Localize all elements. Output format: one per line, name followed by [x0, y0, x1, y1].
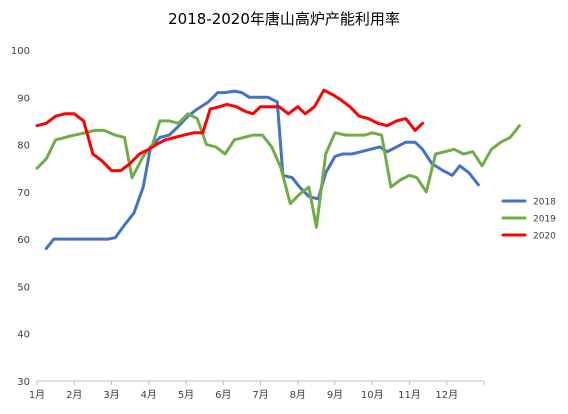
chart-title: 2018-2020年唐山高炉产能利用率 [168, 10, 400, 28]
x-tick-label: 9月 [327, 389, 343, 401]
axes-layer: 30 40 50 60 70 80 90 100 1月 2月 3月 4月 5月 6月 7月 8月 9月 10月 11… [11, 46, 485, 401]
y-tick-label: 50 [17, 282, 30, 293]
y-tick-label: 100 [11, 46, 30, 57]
y-tick-label: 60 [17, 235, 30, 246]
y-tick-label: 70 [17, 188, 30, 199]
x-tick-label: 10月 [361, 389, 384, 401]
x-tick-label: 7月 [252, 389, 268, 401]
series-line-2020 [35, 88, 424, 173]
y-tick-label: 40 [17, 330, 30, 341]
series-layer [35, 88, 521, 251]
x-tick-label: 3月 [103, 389, 119, 401]
legend-label-2018: 2018 [533, 198, 556, 208]
x-tick-label: 11月 [398, 389, 421, 401]
x-tick-label: 2月 [66, 389, 82, 401]
series-line-2019 [35, 112, 521, 229]
y-tick-label: 30 [17, 377, 30, 388]
x-tick-label: 6月 [215, 389, 231, 401]
series-line-2018 [44, 89, 480, 251]
y-tick-label: 80 [17, 141, 30, 152]
y-tick-label: 90 [17, 93, 30, 104]
x-tick-label: 5月 [178, 389, 194, 401]
x-tick-label: 4月 [141, 389, 157, 401]
legend: 2018 2019 2020 [501, 198, 556, 242]
legend-label-2020: 2020 [533, 232, 556, 242]
x-tick-label: 8月 [290, 389, 306, 401]
x-tick-label: 12月 [435, 389, 458, 401]
legend-label-2019: 2019 [533, 215, 556, 225]
x-tick-label: 1月 [29, 389, 45, 401]
